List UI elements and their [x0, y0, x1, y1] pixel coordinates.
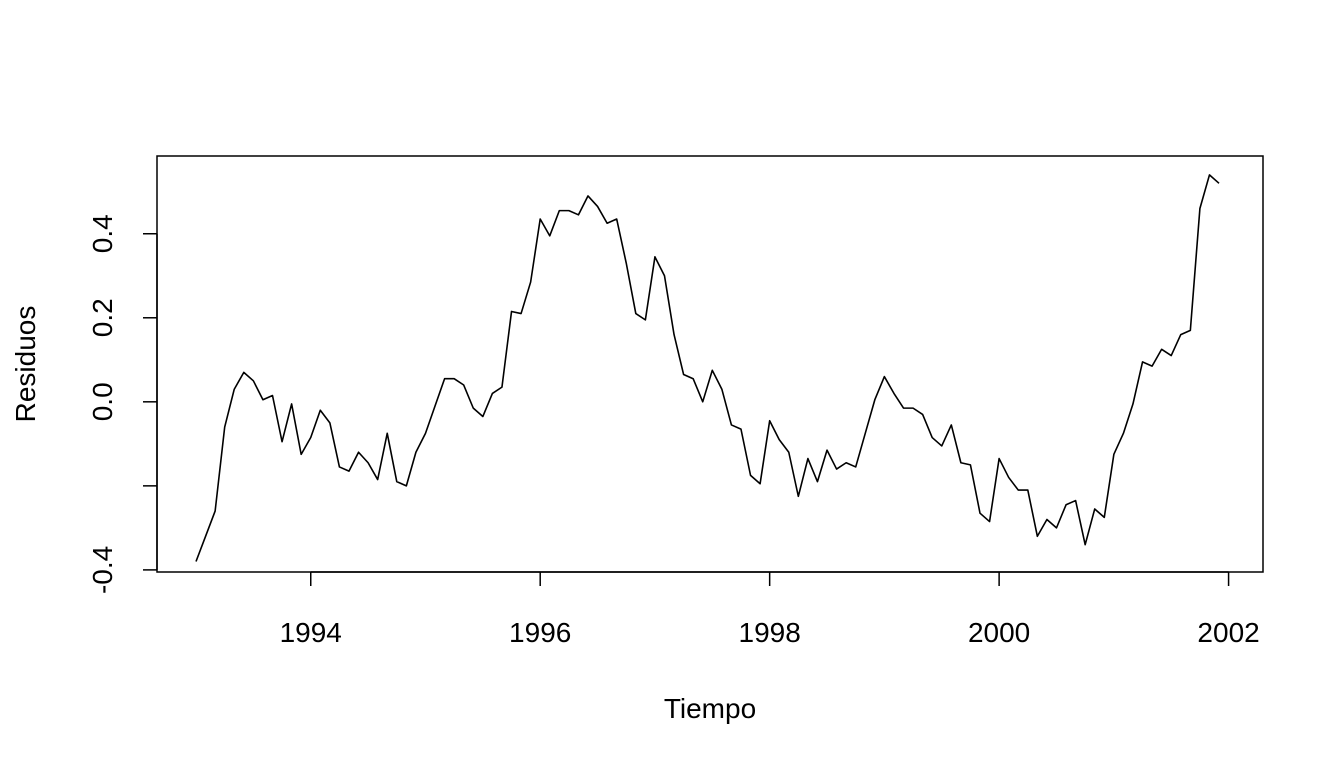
y-tick-label: 0.2	[87, 298, 118, 337]
x-tick-label: 2002	[1197, 617, 1259, 648]
residuals-line	[195, 174, 1220, 562]
y-tick-label: 0.0	[87, 382, 118, 421]
x-tick-label: 1998	[739, 617, 801, 648]
y-axis: -0.4 0.0 0.2 0.4	[87, 214, 158, 594]
x-axis: 1994 1996 1998 2000 2002	[280, 571, 1260, 648]
x-tick-label: 1996	[509, 617, 571, 648]
y-axis-label: Residuos	[10, 306, 41, 423]
x-tick-label: 1994	[280, 617, 342, 648]
plot-frame	[156, 155, 1264, 573]
x-axis-label: Tiempo	[664, 693, 756, 724]
y-tick-label: 0.4	[87, 214, 118, 253]
y-tick-label: -0.4	[87, 546, 118, 594]
x-tick-label: 2000	[968, 617, 1030, 648]
